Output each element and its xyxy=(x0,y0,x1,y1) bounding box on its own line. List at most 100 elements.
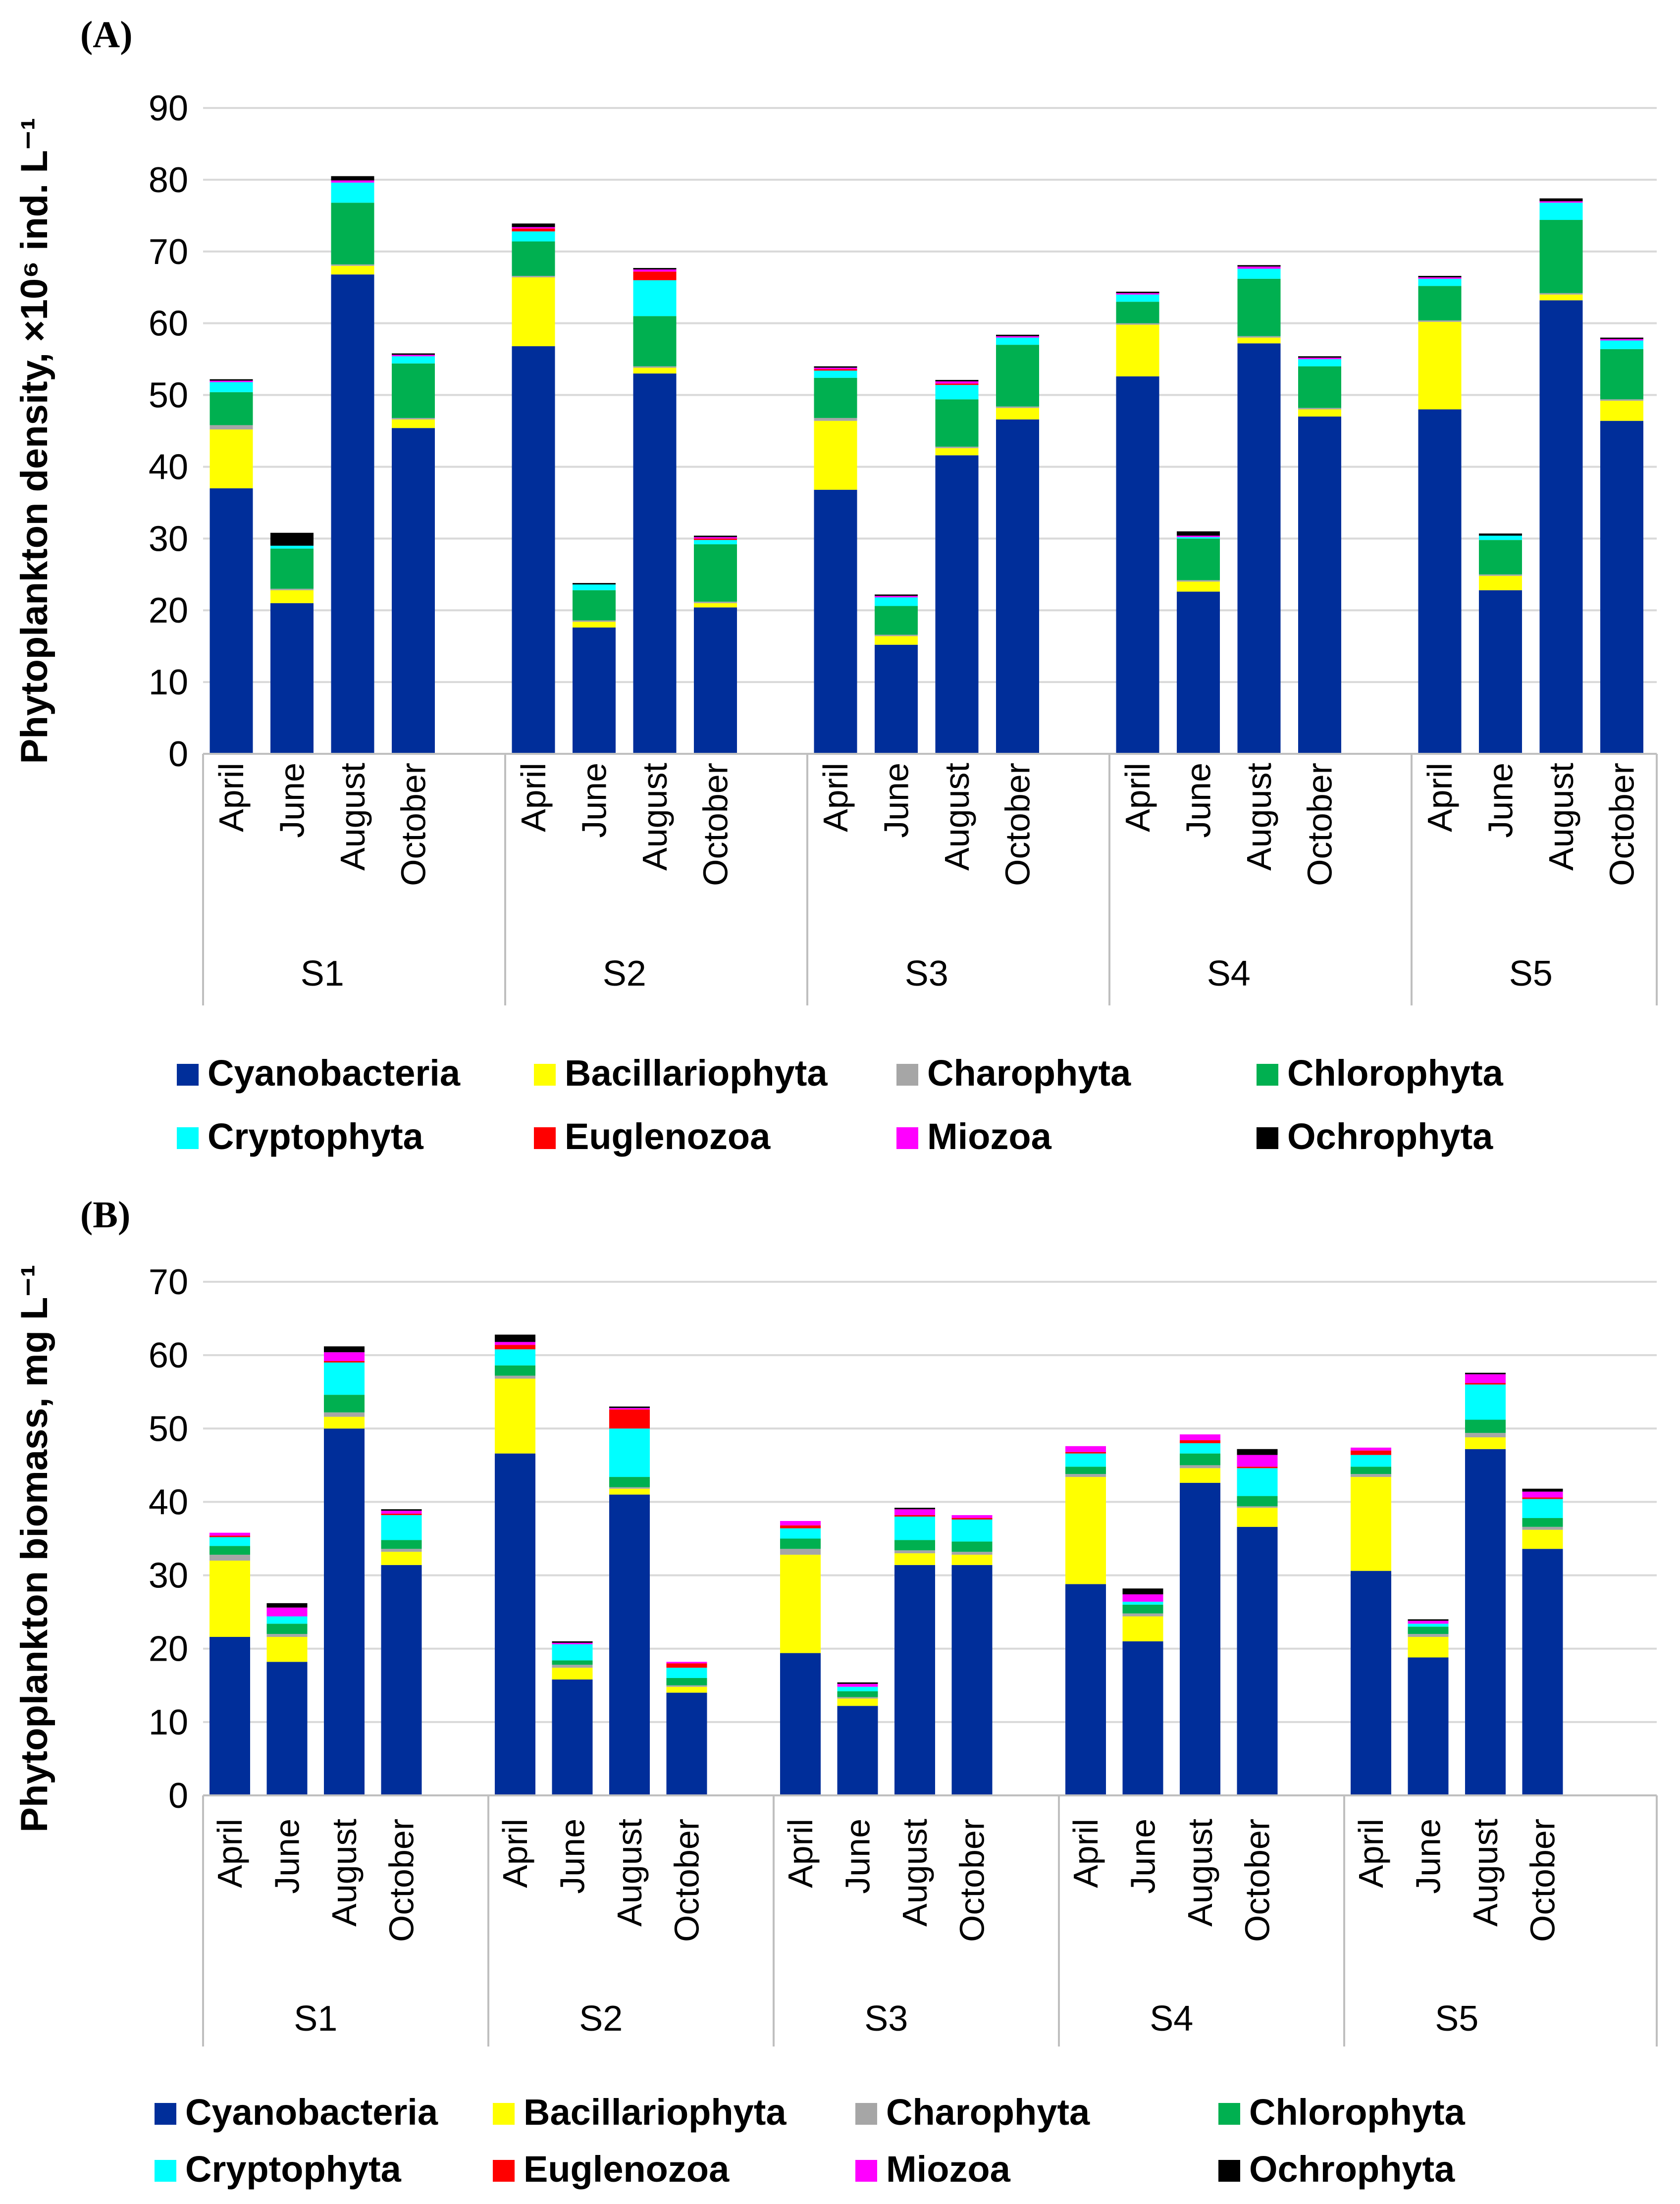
bar-segment-bacillariophyta xyxy=(1522,1529,1563,1549)
bar-segment-bacillariophyta xyxy=(573,622,616,628)
bar-segment-charophyta xyxy=(894,1550,935,1554)
bar-segment-cyanobacteria xyxy=(894,1565,935,1795)
bar-segment-chlorophyta xyxy=(1065,1467,1106,1474)
bar-segment-charophyta xyxy=(324,1412,365,1417)
bar-segment-charophyta xyxy=(392,418,435,420)
y-axis-label: Phytoplankton biomass, mg L⁻¹ xyxy=(13,1264,55,1832)
bar-segment-euglenozoa xyxy=(633,271,677,280)
bar-segment-cryptophyta xyxy=(324,1362,365,1395)
bar-segment-ochrophyta xyxy=(392,353,435,355)
bar-segment-chlorophyta xyxy=(1177,538,1220,580)
bar-segment-cryptophyta xyxy=(1177,537,1220,539)
bar-segment-chlorophyta xyxy=(1418,286,1462,320)
bar-segment-charophyta xyxy=(694,601,737,603)
x-category-label: April xyxy=(514,763,553,832)
bar-segment-charophyta xyxy=(331,264,374,266)
x-category-label: June xyxy=(575,763,614,838)
y-tick-label: 50 xyxy=(149,1409,188,1449)
panel-label: (A) xyxy=(80,14,133,55)
bar-segment-ochrophyta xyxy=(875,594,918,596)
bar-segment-cyanobacteria xyxy=(951,1565,993,1795)
bar-segment-miozoa xyxy=(324,1352,365,1361)
bar-segment-cryptophyta xyxy=(694,540,737,544)
bar-segment-cryptophyta xyxy=(666,1668,707,1678)
bar-segment-cyanobacteria xyxy=(1180,1482,1220,1795)
bar-segment-charophyta xyxy=(1465,1433,1506,1438)
x-category-label: October xyxy=(668,1819,706,1942)
bar-segment-chlorophyta xyxy=(210,392,253,425)
legend-label: Ochrophyta xyxy=(1287,1116,1493,1157)
bar-segment-cyanobacteria xyxy=(1116,376,1159,754)
x-category-label: April xyxy=(781,1819,820,1888)
bar-segment-charophyta xyxy=(1522,1526,1563,1530)
bar-segment-miozoa xyxy=(1522,1491,1563,1498)
bar-segment-ochrophyta xyxy=(1418,276,1462,277)
legend-swatch xyxy=(1218,2160,1240,2182)
bar-segment-cryptophyta xyxy=(512,231,555,242)
bar-segment-charophyta xyxy=(935,446,979,448)
x-category-label: August xyxy=(1240,763,1278,871)
bar-segment-chlorophyta xyxy=(1465,1419,1506,1433)
bar-segment-bacillariophyta xyxy=(780,1555,821,1653)
legend-label: Bacillariophyta xyxy=(524,2092,787,2133)
bar-segment-cryptophyta xyxy=(894,1517,935,1540)
bar-segment-cryptophyta xyxy=(552,1644,593,1661)
bar-segment-ochrophyta xyxy=(1177,531,1220,536)
bar-segment-charophyta xyxy=(666,1685,707,1687)
bar-segment-bacillariophyta xyxy=(951,1555,993,1565)
group-label: S4 xyxy=(1150,1999,1193,2039)
bar-segment-cyanobacteria xyxy=(694,607,737,754)
bar-segment-bacillariophyta xyxy=(1539,294,1583,301)
bar-segment-ochrophyta xyxy=(609,1406,650,1408)
bar-segment-bacillariophyta xyxy=(1418,321,1462,410)
bar-segment-chlorophyta xyxy=(1600,349,1643,400)
bar-segment-ochrophyta xyxy=(324,1346,365,1353)
bar-segment-miozoa xyxy=(875,596,918,598)
bar-segment-cyanobacteria xyxy=(573,627,616,754)
bar-segment-charophyta xyxy=(1180,1465,1220,1469)
bar-segment-cryptophyta xyxy=(573,584,616,590)
legend-label: Charophyta xyxy=(886,2092,1090,2133)
bar-segment-cryptophyta xyxy=(1539,203,1583,220)
group-label: S2 xyxy=(579,1999,623,2039)
bar-segment-bacillariophyta xyxy=(814,420,857,490)
legend-label: Charophyta xyxy=(927,1052,1131,1094)
y-tick-label: 30 xyxy=(149,519,188,559)
bar-segment-miozoa xyxy=(1237,1455,1278,1467)
bar-segment-cryptophyta xyxy=(1351,1455,1391,1467)
bar-segment-charophyta xyxy=(780,1549,821,1555)
bar-segment-cyanobacteria xyxy=(996,419,1039,754)
legend-swatch xyxy=(534,1064,556,1086)
bar-segment-miozoa xyxy=(1408,1621,1449,1624)
y-tick-label: 20 xyxy=(149,591,188,630)
bar-segment-miozoa xyxy=(1539,201,1583,203)
bar-segment-chlorophyta xyxy=(1539,220,1583,293)
legend-swatch xyxy=(177,1127,199,1149)
x-category-label: June xyxy=(1179,763,1218,838)
x-category-label: June xyxy=(877,763,916,838)
legend-swatch xyxy=(493,2103,515,2125)
legend-label: Euglenozoa xyxy=(565,1116,771,1157)
bar-segment-bacillariophyta xyxy=(1408,1637,1449,1658)
bar-segment-charophyta xyxy=(1237,336,1281,338)
bar-segment-ochrophyta xyxy=(814,366,857,368)
bar-segment-cyanobacteria xyxy=(875,644,918,754)
legend-label: Miozoa xyxy=(927,1116,1052,1157)
bar-segment-cryptophyta xyxy=(381,1515,422,1540)
y-tick-label: 30 xyxy=(149,1556,188,1596)
bar-segment-chlorophyta xyxy=(951,1541,993,1552)
x-category-label: June xyxy=(273,763,312,838)
bar-segment-chlorophyta xyxy=(935,399,979,447)
x-category-label: June xyxy=(1481,763,1520,838)
legend-label: Cyanobacteria xyxy=(208,1052,461,1094)
bar-segment-cyanobacteria xyxy=(1418,409,1462,754)
bar-segment-miozoa xyxy=(935,381,979,384)
y-tick-label: 40 xyxy=(149,447,188,487)
bar-segment-miozoa xyxy=(996,336,1039,338)
bar-segment-charophyta xyxy=(1479,574,1522,576)
x-category-label: October xyxy=(382,1819,421,1942)
bar-segment-chlorophyta xyxy=(780,1538,821,1549)
x-category-label: April xyxy=(1420,763,1459,832)
bar-segment-miozoa xyxy=(210,1532,250,1536)
bar-segment-charophyta xyxy=(210,425,253,430)
